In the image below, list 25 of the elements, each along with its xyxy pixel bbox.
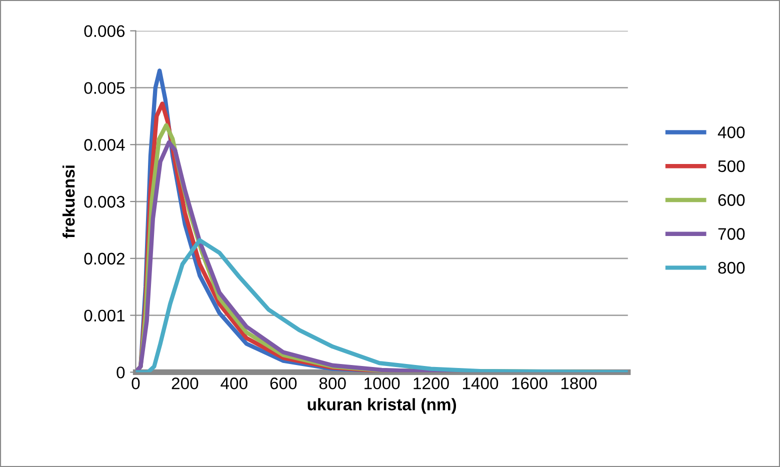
y-tick-label: 0.003 xyxy=(84,196,125,208)
x-tick-label: 200 xyxy=(172,378,198,390)
x-tick-label: 1000 xyxy=(364,378,400,390)
y-tick-label: 0.002 xyxy=(84,252,124,265)
x-axis-title: ukuran kristal (nm) xyxy=(308,398,456,414)
x-tick-label: 1200 xyxy=(414,378,449,390)
legend-label: 800 xyxy=(718,262,745,274)
legend-label: 700 xyxy=(718,228,745,240)
line-series xyxy=(136,238,628,372)
y-tick-label: 0.004 xyxy=(84,139,125,151)
x-tick-label: 1800 xyxy=(561,378,597,390)
y-tick-label: 0 xyxy=(116,366,125,378)
legend-label: 500 xyxy=(718,160,745,172)
x-tick-label: 400 xyxy=(220,378,248,390)
x-tick-label: 1600 xyxy=(512,378,548,390)
x-tick-label: 600 xyxy=(270,378,297,390)
legend-label: 400 xyxy=(718,126,745,138)
y-axis-title: frekuensi xyxy=(62,166,75,238)
y-tick-label: 0.005 xyxy=(84,82,125,94)
y-tick-label: 0.001 xyxy=(84,310,124,322)
y-tick-label: 0.006 xyxy=(84,25,125,38)
x-tick-label: 1400 xyxy=(462,378,498,390)
legend-label: 600 xyxy=(718,194,745,206)
x-tick-label: 800 xyxy=(319,378,346,390)
x-tick-label: 0 xyxy=(132,378,140,390)
